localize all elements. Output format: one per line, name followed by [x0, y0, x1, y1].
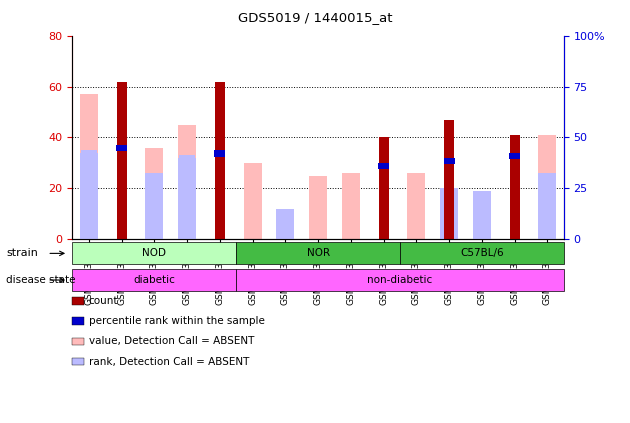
Bar: [80, 94, 98, 239]
Bar: [539, 173, 556, 179]
Bar: [72, 269, 236, 291]
Bar: [309, 176, 327, 239]
Bar: [178, 125, 196, 239]
Bar: [179, 155, 195, 162]
Bar: [146, 148, 163, 239]
Text: percentile rank within the sample: percentile rank within the sample: [89, 316, 265, 326]
Bar: [146, 173, 163, 239]
Bar: [510, 135, 520, 239]
Bar: [236, 242, 400, 264]
Bar: [473, 191, 491, 239]
Text: count: count: [89, 296, 118, 306]
Bar: [146, 173, 163, 179]
Bar: [539, 135, 556, 239]
Bar: [378, 163, 389, 169]
Bar: [342, 173, 360, 239]
Bar: [72, 297, 84, 305]
Bar: [178, 158, 196, 239]
Bar: [214, 150, 226, 157]
Text: non-diabetic: non-diabetic: [367, 275, 433, 285]
Bar: [474, 191, 490, 197]
Bar: [72, 317, 84, 325]
Bar: [444, 158, 455, 164]
Bar: [72, 338, 84, 345]
Bar: [444, 120, 454, 239]
Bar: [81, 150, 97, 157]
Text: rank, Detection Call = ABSENT: rank, Detection Call = ABSENT: [89, 357, 249, 367]
Bar: [408, 173, 425, 239]
Bar: [244, 163, 261, 239]
Text: NOR: NOR: [307, 248, 329, 258]
Text: value, Detection Call = ABSENT: value, Detection Call = ABSENT: [89, 336, 255, 346]
Text: C57BL/6: C57BL/6: [460, 248, 504, 258]
Bar: [277, 209, 294, 239]
Bar: [80, 153, 98, 239]
Text: diabetic: diabetic: [134, 275, 175, 285]
Bar: [277, 219, 294, 239]
Text: GDS5019 / 1440015_at: GDS5019 / 1440015_at: [238, 11, 392, 24]
Bar: [473, 191, 491, 239]
Bar: [509, 153, 520, 159]
Text: NOD: NOD: [142, 248, 166, 258]
Bar: [146, 173, 163, 179]
Bar: [440, 188, 458, 239]
Bar: [400, 242, 564, 264]
Text: strain: strain: [6, 248, 38, 258]
Bar: [379, 137, 389, 239]
Bar: [72, 242, 236, 264]
Bar: [117, 82, 127, 239]
Text: disease state: disease state: [6, 275, 76, 285]
Bar: [236, 269, 564, 291]
Bar: [179, 158, 195, 164]
Bar: [215, 82, 225, 239]
Bar: [539, 173, 556, 239]
Bar: [116, 145, 127, 151]
Bar: [277, 209, 294, 215]
Bar: [81, 153, 97, 159]
Bar: [72, 358, 84, 365]
